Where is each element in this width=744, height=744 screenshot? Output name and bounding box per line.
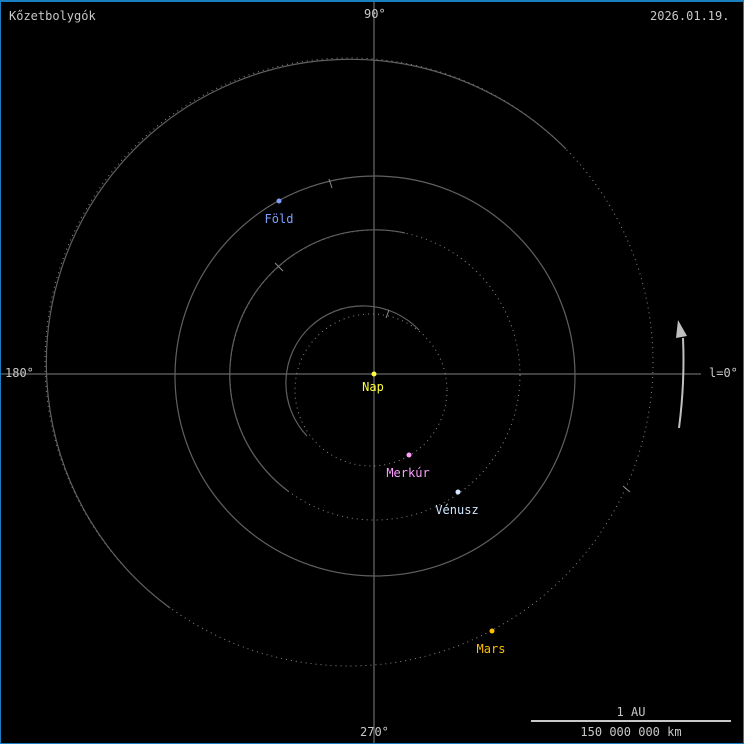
sun-label: Nap [362, 380, 384, 394]
date-label: 2026.01.19. [650, 9, 730, 23]
axis-label-0: l=0° [709, 366, 738, 380]
mercury-orbit-solid [285, 305, 420, 437]
venus-orbit-solid [229, 229, 406, 492]
venus-marker[interactable] [455, 489, 461, 495]
earth-marker[interactable] [276, 198, 282, 204]
mars-marker[interactable] [489, 628, 495, 634]
scale-bar-au-label: 1 AU [616, 705, 646, 719]
sun-marker [371, 371, 377, 377]
direction-arrow-shaft [678, 337, 685, 429]
mars-node-tick [622, 485, 631, 493]
direction-arrow-head-icon [676, 320, 687, 338]
earth-orbit [174, 175, 576, 577]
mercury-label: Merkúr [386, 466, 430, 480]
mercury-orbit-dotted [294, 313, 448, 467]
mercury-marker[interactable] [406, 452, 412, 458]
earth-label: Föld [264, 212, 294, 226]
axis-label-270: 270° [360, 725, 389, 739]
diagram-title: Kőzetbolygók [9, 9, 96, 23]
mars-orbit-dotted [44, 57, 654, 667]
venus-label: Vénusz [435, 503, 479, 517]
earth-orbit-tick [328, 178, 333, 189]
mercury-node-tick [385, 309, 390, 319]
axis-label-90: 90° [364, 7, 386, 21]
venus-node-tick [274, 262, 284, 272]
mars-label: Mars [476, 642, 506, 656]
axis-label-180: 180° [5, 366, 34, 380]
mars-orbit-solid [45, 58, 567, 609]
scale-bar-km-label: 150 000 000 km [580, 725, 682, 739]
